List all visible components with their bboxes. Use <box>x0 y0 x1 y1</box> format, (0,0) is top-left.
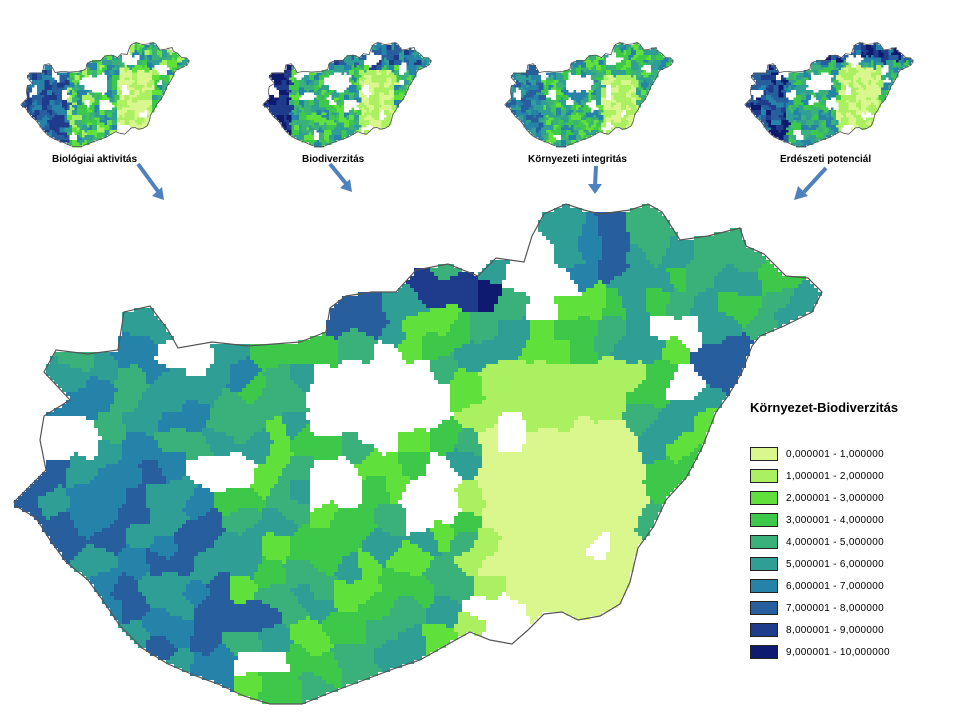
legend-swatch <box>750 491 778 505</box>
legend-range-label: 1,000001 - 2,000000 <box>786 470 885 482</box>
legend-range-label: 8,000001 - 9,000000 <box>786 624 885 636</box>
arrow-3-icon <box>588 165 602 194</box>
arrow-1-icon <box>136 162 164 200</box>
legend-range-label: 5,000001 - 6,000000 <box>786 558 885 570</box>
legend-range-label: 2,000001 - 3,000000 <box>786 492 885 504</box>
arrow-4-icon <box>794 166 828 200</box>
small-map-environmental-integrity <box>484 0 720 150</box>
legend-range-label: 9,000001 - 10,000000 <box>786 646 890 658</box>
legend-range-label: 4,000001 - 5,000000 <box>786 536 885 548</box>
small-map-biodiversity <box>242 0 478 150</box>
legend-item: 7,000001 - 8,000000 <box>750 597 950 619</box>
legend-swatch <box>750 513 778 527</box>
legend-item: 3,000001 - 4,000000 <box>750 509 950 531</box>
small-map-label-biodiversity: Biodiverzitás <box>302 154 365 165</box>
legend-range-label: 6,000001 - 7,000000 <box>786 580 885 592</box>
legend-item: 8,000001 - 9,000000 <box>750 619 950 641</box>
small-map-label-environmental-integrity: Környezeti integritás <box>528 154 627 165</box>
legend-swatch <box>750 557 778 571</box>
main-choropleth-map <box>13 203 823 705</box>
legend-item: 1,000001 - 2,000000 <box>750 465 950 487</box>
legend-swatch <box>750 645 778 659</box>
legend-swatch <box>750 469 778 483</box>
legend-range-label: 3,000001 - 4,000000 <box>786 514 885 526</box>
small-map-forestry-potential <box>724 0 960 150</box>
legend-swatch <box>750 623 778 637</box>
legend-swatch <box>750 601 778 615</box>
legend-item: 0,000001 - 1,000000 <box>750 443 950 465</box>
small-map-biological-activity <box>0 0 236 150</box>
legend-item: 9,000001 - 10,000000 <box>750 641 950 663</box>
legend-item: 4,000001 - 5,000000 <box>750 531 950 553</box>
legend-range-label: 0,000001 - 1,000000 <box>786 448 885 460</box>
legend-swatch <box>750 535 778 549</box>
arrow-2-icon <box>328 162 352 192</box>
legend-item: 5,000001 - 6,000000 <box>750 553 950 575</box>
legend-title: Környezet-Biodiverzitás <box>750 400 899 415</box>
legend-range-label: 7,000001 - 8,000000 <box>786 602 885 614</box>
legend-item: 2,000001 - 3,000000 <box>750 487 950 509</box>
legend-swatch <box>750 447 778 461</box>
small-map-label-forestry-potential: Erdészeti potenciál <box>780 154 872 165</box>
legend-swatch <box>750 579 778 593</box>
legend-item: 6,000001 - 7,000000 <box>750 575 950 597</box>
legend: Környezet-Biodiverzitás 0,000001 - 1,000… <box>750 400 950 663</box>
small-map-label-biological-activity: Biológiai aktivitás <box>52 154 138 165</box>
